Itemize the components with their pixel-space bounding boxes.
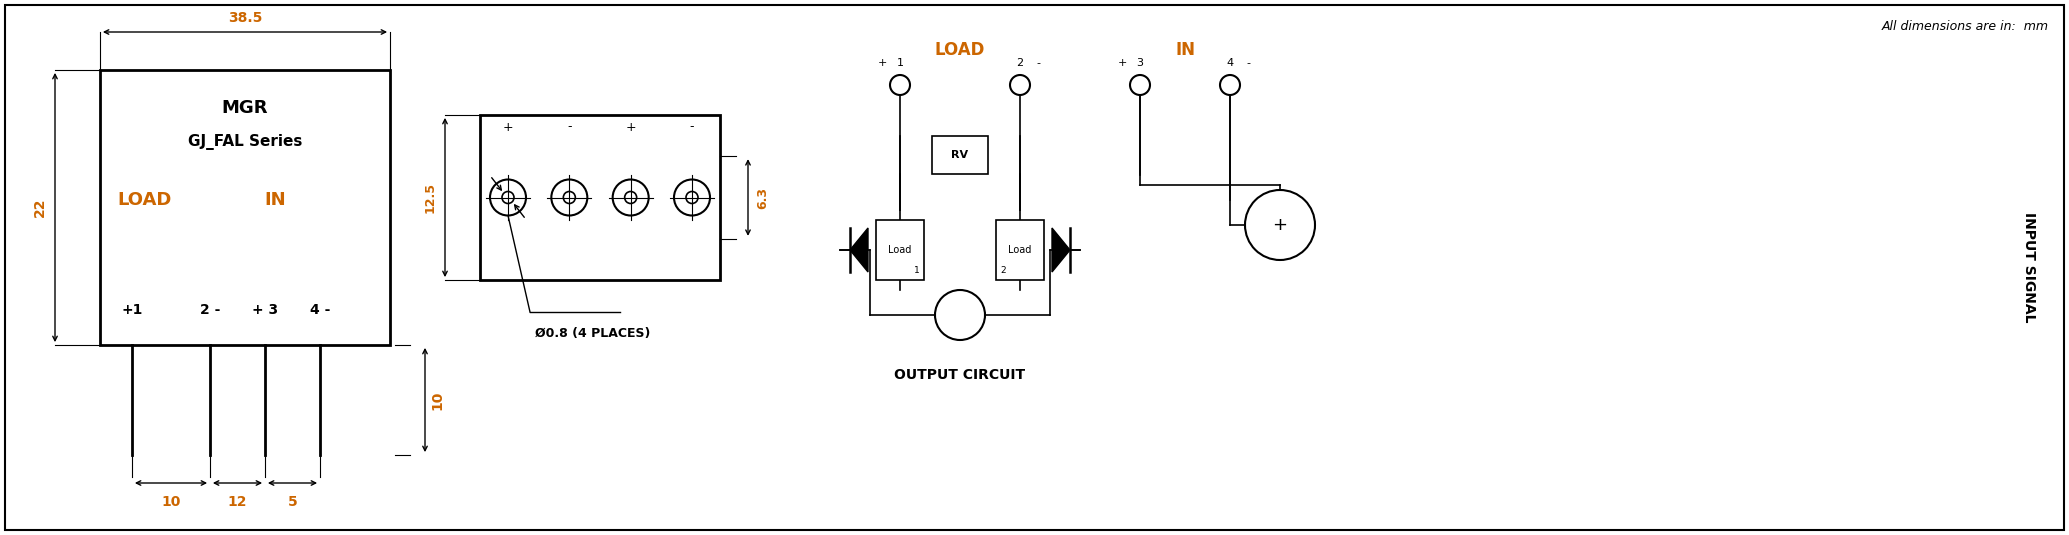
Bar: [99, 70, 389, 345]
Text: Ø0.8 (4 PLACES): Ø0.8 (4 PLACES): [536, 327, 650, 340]
Bar: [875, 220, 925, 280]
Text: All dimensions are in:  mm: All dimensions are in: mm: [1883, 20, 2048, 33]
Text: +: +: [625, 120, 635, 134]
Circle shape: [687, 192, 697, 203]
Text: 3: 3: [1136, 58, 1144, 68]
Text: -: -: [1246, 58, 1250, 68]
Text: 38.5: 38.5: [228, 11, 263, 25]
Bar: [480, 115, 720, 280]
Text: Load: Load: [1008, 245, 1032, 255]
Polygon shape: [1051, 228, 1070, 272]
Text: 10: 10: [161, 495, 180, 509]
Text: Load: Load: [888, 245, 912, 255]
Circle shape: [1130, 75, 1150, 95]
Circle shape: [503, 192, 513, 203]
Circle shape: [490, 180, 526, 216]
Text: 10: 10: [430, 391, 445, 410]
Text: -: -: [567, 120, 571, 134]
Text: 4 -: 4 -: [310, 303, 331, 317]
Circle shape: [1246, 190, 1316, 260]
Text: GJ_FAL Series: GJ_FAL Series: [188, 134, 302, 150]
Text: +: +: [1117, 58, 1128, 68]
Circle shape: [1221, 75, 1239, 95]
Text: RV: RV: [952, 150, 968, 160]
Text: 12: 12: [228, 495, 248, 509]
Bar: [995, 220, 1045, 280]
Circle shape: [563, 192, 575, 203]
Circle shape: [625, 192, 637, 203]
Text: +1: +1: [122, 303, 143, 317]
Polygon shape: [850, 228, 869, 272]
Text: LOAD: LOAD: [118, 191, 172, 209]
Text: 6.3: 6.3: [757, 187, 770, 209]
Text: 1: 1: [896, 58, 904, 68]
Text: INPUT SIGNAL: INPUT SIGNAL: [2021, 212, 2036, 323]
Circle shape: [674, 180, 710, 216]
Text: 2: 2: [999, 266, 1006, 275]
Text: 2 -: 2 -: [201, 303, 219, 317]
Circle shape: [1010, 75, 1030, 95]
Text: 4: 4: [1227, 58, 1233, 68]
Circle shape: [935, 290, 985, 340]
Text: +: +: [877, 58, 888, 68]
Text: +: +: [503, 120, 513, 134]
Text: -: -: [1037, 58, 1041, 68]
Text: 5: 5: [288, 495, 298, 509]
Text: +: +: [1272, 216, 1287, 234]
Text: + 3: + 3: [252, 303, 277, 317]
Text: LOAD: LOAD: [935, 41, 985, 59]
Text: 1: 1: [914, 266, 921, 275]
Text: OUTPUT CIRCUIT: OUTPUT CIRCUIT: [894, 368, 1026, 382]
Circle shape: [890, 75, 910, 95]
Text: MGR: MGR: [221, 99, 269, 117]
Text: 2: 2: [1016, 58, 1024, 68]
Bar: [933, 136, 987, 174]
Circle shape: [612, 180, 650, 216]
Text: IN: IN: [1175, 41, 1196, 59]
Text: -: -: [689, 120, 695, 134]
Text: 12.5: 12.5: [424, 182, 437, 213]
Circle shape: [550, 180, 588, 216]
Text: IN: IN: [265, 191, 286, 209]
Text: 22: 22: [33, 198, 48, 217]
